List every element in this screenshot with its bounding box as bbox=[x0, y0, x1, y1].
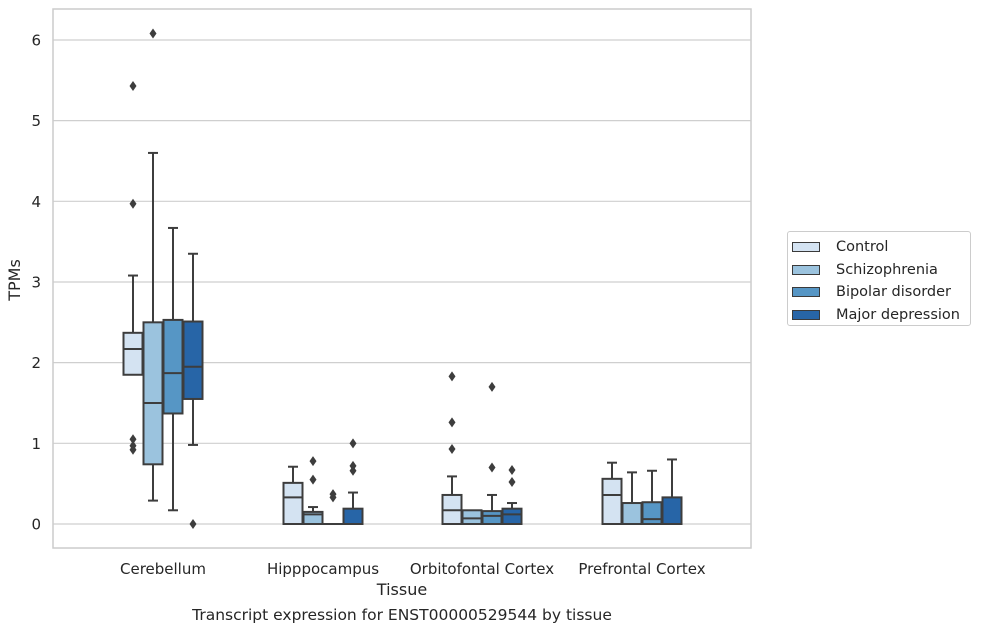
y-tick-label: 5 bbox=[31, 112, 41, 130]
legend-item-depression: Major depression bbox=[792, 304, 970, 327]
x-tick-label: Orbitofontal Cortex bbox=[410, 560, 554, 578]
outlier-point bbox=[349, 438, 357, 449]
plot-frame bbox=[52, 8, 752, 549]
legend-swatch-schizophrenia bbox=[792, 264, 820, 275]
y-tick-label: 4 bbox=[31, 193, 41, 211]
outlier-point bbox=[129, 198, 137, 209]
x-axis-label: Tissue bbox=[376, 580, 427, 599]
box bbox=[282, 481, 304, 526]
y-axis-label: TPMs bbox=[5, 259, 24, 302]
chart-caption: Transcript expression for ENST0000052954… bbox=[192, 606, 612, 624]
legend-label-schizophrenia: Schizophrenia bbox=[836, 261, 938, 278]
legend-swatch-control bbox=[792, 242, 820, 253]
legend: Control Schizophrenia Bipolar disorder M… bbox=[787, 231, 971, 326]
outlier-point bbox=[508, 464, 516, 475]
box bbox=[601, 477, 623, 525]
outlier-point bbox=[349, 465, 357, 476]
y-tick-label: 6 bbox=[31, 31, 41, 49]
outlier-point bbox=[129, 444, 137, 455]
y-tick-label: 2 bbox=[31, 354, 41, 372]
plot-area bbox=[53, 9, 751, 548]
legend-label-control: Control bbox=[836, 239, 889, 256]
box bbox=[481, 510, 503, 526]
box bbox=[162, 318, 184, 415]
outlier-point bbox=[448, 417, 456, 428]
box bbox=[122, 331, 144, 376]
box bbox=[182, 320, 204, 400]
legend-swatch-bipolar bbox=[792, 287, 820, 298]
box bbox=[461, 509, 483, 526]
legend-item-control: Control bbox=[792, 236, 970, 259]
outlier-point bbox=[488, 381, 496, 392]
x-tick-label: Prefrontal Cortex bbox=[578, 560, 705, 578]
box bbox=[142, 321, 164, 466]
legend-swatch-depression bbox=[792, 309, 820, 320]
outlier-point bbox=[309, 456, 317, 467]
y-tick-label: 3 bbox=[31, 273, 41, 291]
box bbox=[342, 507, 364, 525]
outlier-point bbox=[309, 474, 317, 485]
outlier-point bbox=[508, 477, 516, 488]
box bbox=[661, 496, 683, 526]
y-tick-label: 1 bbox=[31, 435, 41, 453]
legend-label-bipolar: Bipolar disorder bbox=[836, 284, 951, 301]
box bbox=[501, 507, 523, 525]
y-tick-label: 0 bbox=[31, 516, 41, 534]
outlier-point bbox=[129, 80, 137, 91]
box bbox=[641, 501, 663, 525]
outlier-point bbox=[448, 371, 456, 382]
legend-item-schizophrenia: Schizophrenia bbox=[792, 259, 970, 282]
outlier-point bbox=[129, 434, 137, 445]
outlier-point bbox=[189, 519, 197, 529]
legend-item-bipolar: Bipolar disorder bbox=[792, 281, 970, 304]
outlier-point bbox=[448, 443, 456, 454]
box bbox=[621, 502, 643, 525]
x-tick-label: Hipppocampus bbox=[267, 560, 379, 578]
outlier-point bbox=[329, 492, 337, 503]
x-tick-label: Cerebellum bbox=[120, 560, 206, 578]
legend-label-depression: Major depression bbox=[836, 306, 960, 323]
outlier-point bbox=[488, 462, 496, 473]
outlier-point bbox=[149, 28, 157, 39]
